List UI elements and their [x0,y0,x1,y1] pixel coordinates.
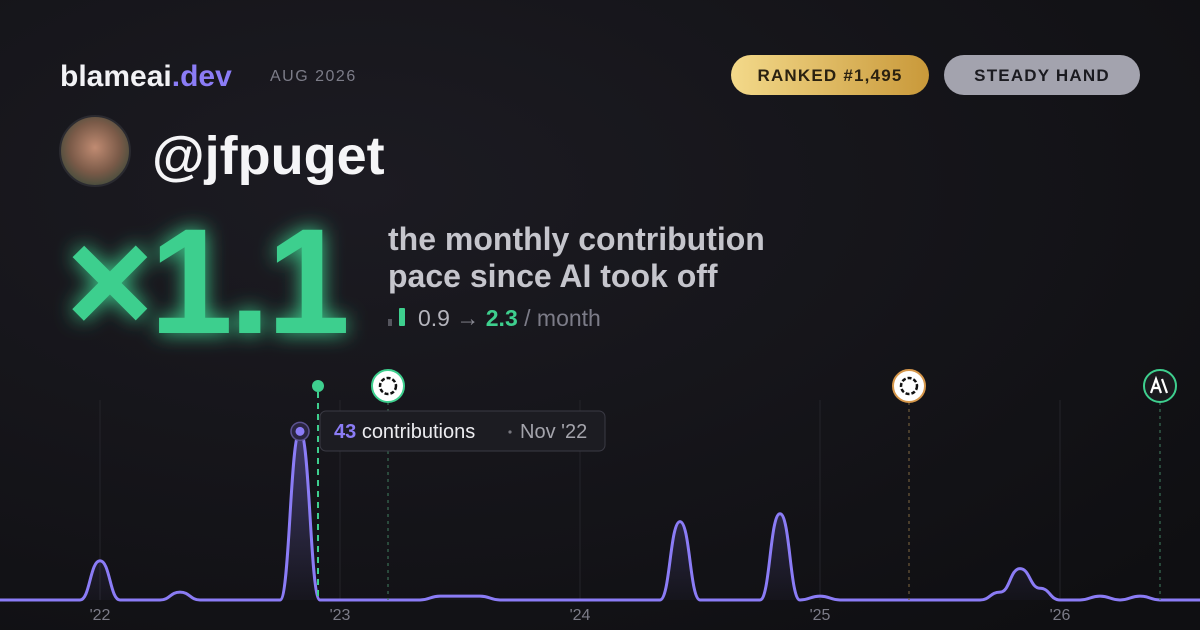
brand-name: blameai [60,60,172,93]
date: AUG 2026 [270,68,357,85]
username: @jfpuget [152,126,385,186]
multiplier: ×1.1 [66,197,347,365]
tooltip-value: 43 [334,421,356,443]
openai-icon [371,369,405,403]
pace-icon-before [388,319,392,326]
peak-point [295,426,305,436]
pace-arrow: → [456,305,479,331]
pace-icon-after [399,308,405,326]
pace-before: 0.9 [418,305,450,331]
x-tick-label: '23 [330,607,351,624]
title-badge [944,55,1140,95]
pace-unit: / month [524,305,601,331]
chart: '22 '23 '24 '25 '26 [0,400,1200,624]
event-markers [312,369,1177,600]
separator [508,430,512,434]
openai-icon [892,369,926,403]
tooltip-text: 43 contributions [334,421,475,443]
pace: 0.9 → 2.3 / month [418,305,601,331]
ai-takeoff-dot [312,380,324,392]
openai-glyph [378,376,398,396]
tooltip-box [319,410,606,452]
x-tick-label: '22 [90,607,111,624]
avatar [59,115,131,187]
description-line: the monthly contribution [388,221,765,257]
rank-badge [731,55,929,95]
brand: blameai.dev [60,60,232,93]
pace-after: 2.3 [486,305,518,331]
area [0,431,1200,600]
openai-glyph [899,376,919,396]
anthropic-glyph [1149,375,1169,394]
x-tick-label: '26 [1050,607,1071,624]
brand-tld: .dev [172,60,232,93]
tooltip: 43 contributions Nov '22 [319,410,606,452]
anthropic-icon [1143,369,1177,403]
rank-badge-text: RANKED #1,495 [757,66,902,85]
x-tick-label: '24 [570,607,591,624]
tooltip-label: contributions [362,421,475,443]
line [0,429,1200,602]
x-tick-label: '25 [810,607,831,624]
description-line: pace since AI took off [388,258,718,294]
tooltip-date: Nov '22 [520,421,587,443]
title-badge-text: STEADY HAND [974,66,1110,85]
